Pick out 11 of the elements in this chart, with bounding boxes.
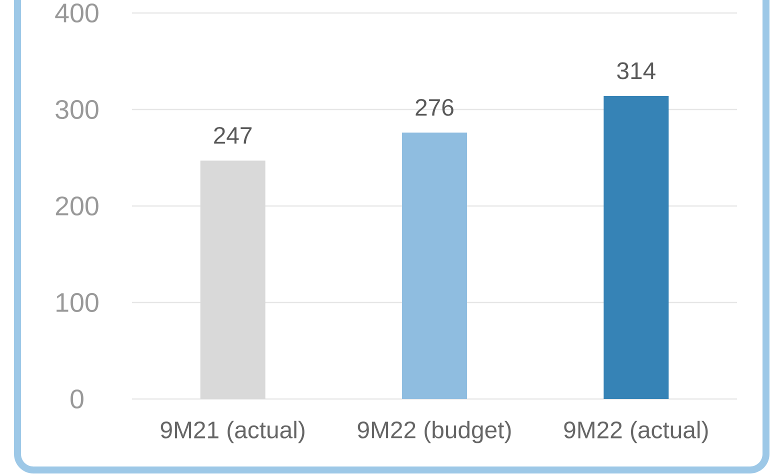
data-label: 276 — [416, 98, 454, 116]
data-label: 247 — [214, 126, 252, 144]
x-tick-label: 9M22 (actual) — [564, 420, 708, 444]
y-tick-label: 300 — [56, 100, 98, 120]
y-tick-label: 100 — [56, 292, 98, 312]
y-tick-label: 400 — [55, 3, 98, 23]
y-tick-label: 200 — [56, 196, 98, 216]
data-label: 314 — [617, 62, 656, 80]
y-tick-label: 0 — [70, 389, 84, 409]
x-tick-label: 9M21 (actual) — [160, 420, 304, 444]
x-tick-label: 9M22 (budget) — [358, 420, 511, 444]
